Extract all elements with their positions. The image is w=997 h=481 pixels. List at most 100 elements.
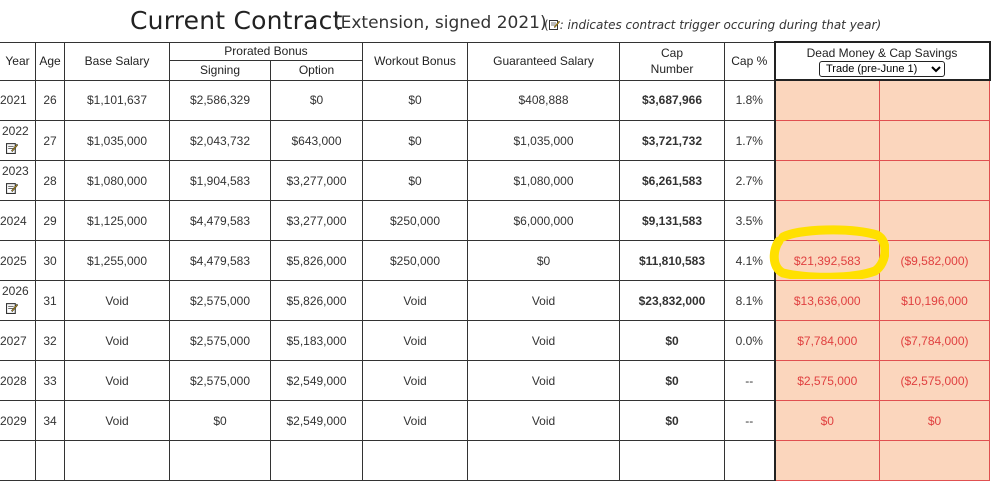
header-prorated-bonus: Prorated Bonus <box>169 41 363 61</box>
option-bonus-cell: $5,183,000 <box>270 320 363 361</box>
trigger-note-icon <box>6 302 19 317</box>
empty-cell <box>467 440 620 481</box>
empty-cell <box>773 440 880 481</box>
empty-cell <box>169 440 271 481</box>
contract-table: Year Age Base Salary Prorated Bonus Work… <box>0 41 991 481</box>
guaranteed-salary-cell: Void <box>467 400 620 441</box>
table-row: 2021 26 $1,101,637 $2,586,329 $0 $0 $408,888 $3… <box>0 79 990 121</box>
table-row-partial <box>0 440 990 481</box>
year-cell: 2022 <box>0 120 36 161</box>
year-cell: 2029 <box>0 400 36 441</box>
dead-money-scenario-select[interactable]: Trade (pre-June 1) <box>819 60 945 77</box>
signing-bonus-cell: $0 <box>169 400 271 441</box>
year-cell: 2021 <box>0 79 36 121</box>
empty-cell <box>270 440 363 481</box>
workout-bonus-cell: Void <box>362 360 468 401</box>
table-row: 2025 30 $1,255,000 $4,479,583 $5,826,000 $250… <box>0 240 990 281</box>
table-row: 2023 28 $1,080,000 $1,904,583 $3,277,000 $0 $1… <box>0 160 990 201</box>
base-salary-cell: Void <box>64 360 170 401</box>
signing-bonus-cell: $4,479,583 <box>169 200 271 241</box>
cap-savings-cell <box>879 200 990 241</box>
year-cell: 2024 <box>0 200 36 241</box>
cap-savings-cell: ($7,784,000) <box>879 320 990 361</box>
signing-bonus-cell: $2,575,000 <box>169 280 271 321</box>
table-row: 2022 27 $1,035,000 $2,043,732 $643,000 $0 $1,0… <box>0 120 990 161</box>
signing-bonus-cell: $2,586,329 <box>169 79 271 121</box>
cap-savings-cell: $0 <box>879 400 990 441</box>
cap-number-cell: $0 <box>619 360 725 401</box>
cap-pct-cell: 2.7% <box>724 160 775 201</box>
cap-number-cell: $3,721,732 <box>619 120 725 161</box>
signing-bonus-cell: $2,575,000 <box>169 360 271 401</box>
base-salary-cell: $1,255,000 <box>64 240 170 281</box>
cap-savings-cell: ($9,582,000) <box>879 240 990 281</box>
year-cell: 2028 <box>0 360 36 401</box>
year-label: 2026 <box>2 284 29 298</box>
workout-bonus-cell: Void <box>362 320 468 361</box>
header-dead-money: Dead Money & Cap Savings Trade (pre-June… <box>773 41 991 81</box>
workout-bonus-cell: $0 <box>362 79 468 121</box>
empty-cell <box>64 440 170 481</box>
cap-savings-cell <box>879 120 990 161</box>
base-salary-cell: Void <box>64 400 170 441</box>
dead-money-cell: $2,575,000 <box>773 360 880 401</box>
empty-cell <box>35 440 65 481</box>
option-bonus-cell: $5,826,000 <box>270 240 363 281</box>
cap-number-cell: $23,832,000 <box>619 280 725 321</box>
cap-number-cell: $6,261,583 <box>619 160 725 201</box>
guaranteed-salary-cell: $1,035,000 <box>467 120 620 161</box>
guaranteed-salary-cell: $1,080,000 <box>467 160 620 201</box>
empty-cell <box>0 440 36 481</box>
cap-savings-cell <box>879 79 990 121</box>
header-option: Option <box>270 59 363 81</box>
option-bonus-cell: $0 <box>270 79 363 121</box>
trigger-legend: (: indicates contract trigger occuring d… <box>544 18 882 32</box>
header-age: Age <box>35 41 65 81</box>
workout-bonus-cell: $0 <box>362 160 468 201</box>
header-signing: Signing <box>169 59 271 81</box>
workout-bonus-cell: Void <box>362 280 468 321</box>
empty-cell <box>362 440 468 481</box>
dead-money-cell <box>773 79 880 121</box>
table-row: 2029 34 Void $0 $2,549,000 Void Void $0 -- $0 $0 <box>0 400 990 441</box>
table-row: 2028 33 Void $2,575,000 $2,549,000 Void Void $0… <box>0 360 990 401</box>
option-bonus-cell: $2,549,000 <box>270 360 363 401</box>
age-cell: 33 <box>35 360 65 401</box>
age-cell: 27 <box>35 120 65 161</box>
workout-bonus-cell: $0 <box>362 120 468 161</box>
empty-cell <box>724 440 775 481</box>
cap-pct-cell: 0.0% <box>724 320 775 361</box>
guaranteed-salary-cell: $408,888 <box>467 79 620 121</box>
guaranteed-salary-cell: Void <box>467 320 620 361</box>
signing-bonus-cell: $2,043,732 <box>169 120 271 161</box>
option-bonus-cell: $643,000 <box>270 120 363 161</box>
year-label: 2022 <box>2 124 29 138</box>
empty-cell <box>619 440 725 481</box>
age-cell: 32 <box>35 320 65 361</box>
guaranteed-salary-cell: $0 <box>467 240 620 281</box>
age-cell: 26 <box>35 79 65 121</box>
trigger-note-icon <box>548 20 560 30</box>
table-row: 2027 32 Void $2,575,000 $5,183,000 Void Void $0… <box>0 320 990 361</box>
cap-number-cell: $9,131,583 <box>619 200 725 241</box>
workout-bonus-cell: $250,000 <box>362 240 468 281</box>
base-salary-cell: Void <box>64 280 170 321</box>
dead-money-cell: $21,392,583 <box>773 240 880 281</box>
cap-number-cell: $11,810,583 <box>619 240 725 281</box>
signing-bonus-cell: $4,479,583 <box>169 240 271 281</box>
dead-money-cell <box>773 120 880 161</box>
cap-number-cell: $3,687,966 <box>619 79 725 121</box>
trigger-note-icon <box>6 142 19 157</box>
cap-pct-cell: 1.8% <box>724 79 775 121</box>
cap-pct-cell: -- <box>724 400 775 441</box>
trigger-note-icon <box>6 182 19 197</box>
base-salary-cell: $1,035,000 <box>64 120 170 161</box>
dead-money-cell: $7,784,000 <box>773 320 880 361</box>
cap-number-cell: $0 <box>619 320 725 361</box>
header-guaranteed-salary: Guaranteed Salary <box>467 41 620 81</box>
page-title: Current Contract <box>130 6 343 35</box>
cap-savings-cell: $10,196,000 <box>879 280 990 321</box>
year-cell: 2023 <box>0 160 36 201</box>
cap-savings-cell: ($2,575,000) <box>879 360 990 401</box>
base-salary-cell: $1,101,637 <box>64 79 170 121</box>
